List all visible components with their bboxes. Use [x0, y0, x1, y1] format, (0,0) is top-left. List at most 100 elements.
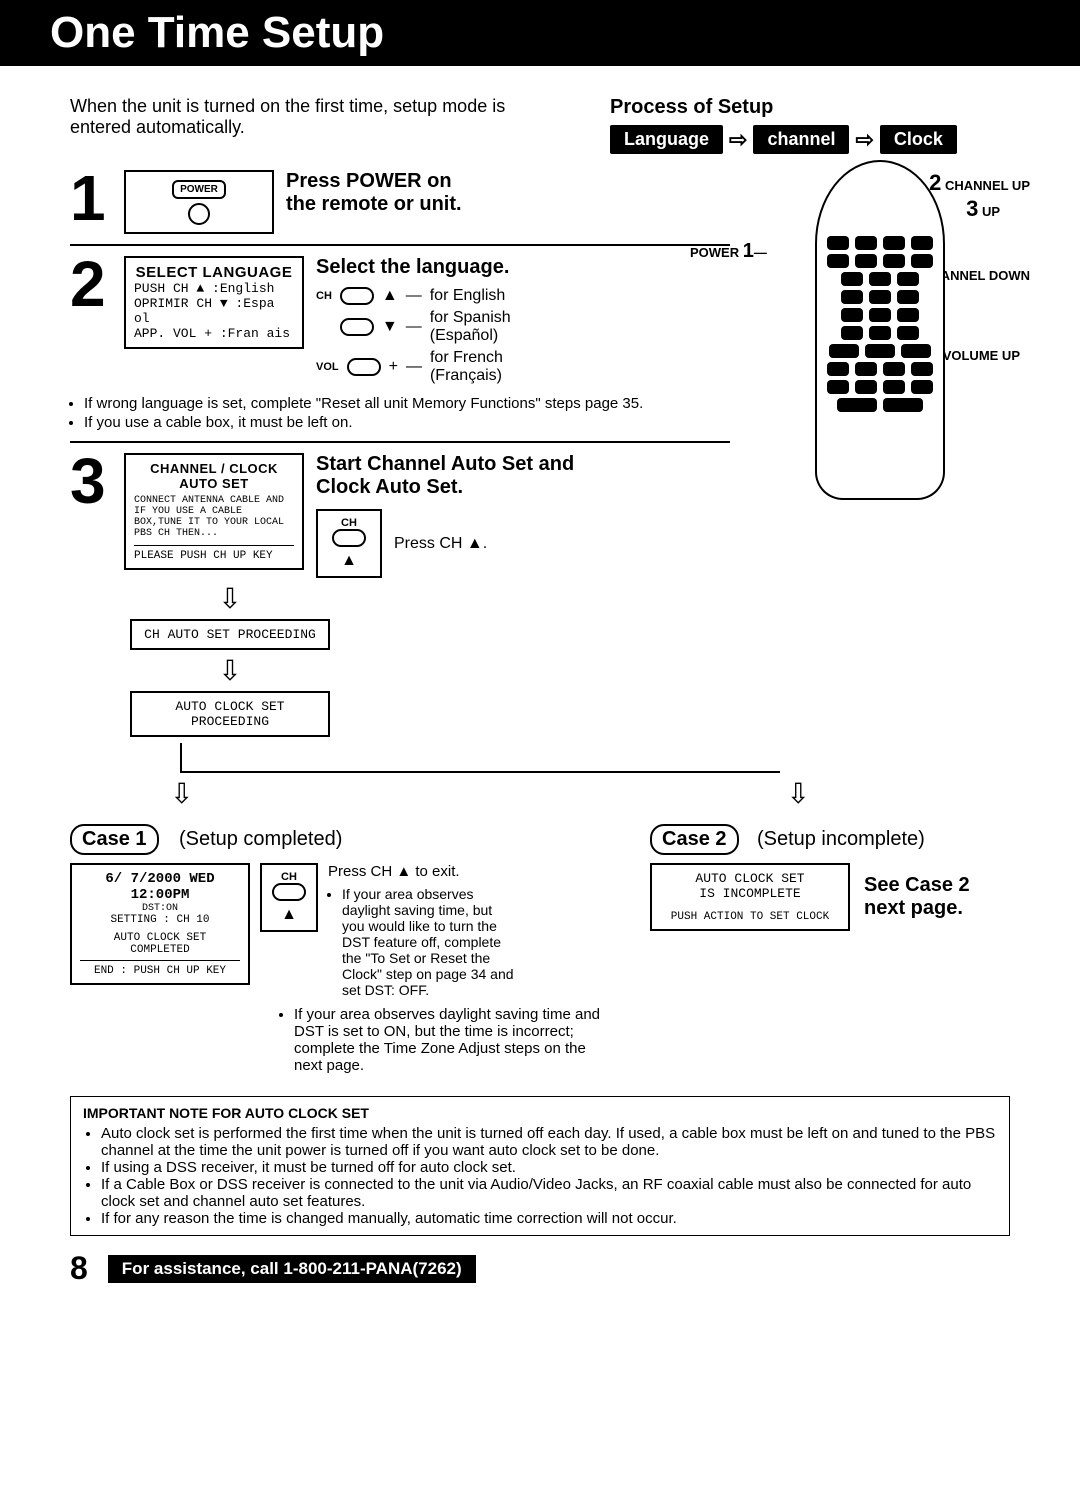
button-icon [332, 529, 366, 547]
osd-line: END : PUSH CH UP KEY [80, 960, 240, 977]
step-2-osd: SELECT LANGUAGE PUSH CH ▲ :English OPRIM… [124, 256, 304, 349]
osd-line: PUSH ACTION TO SET CLOCK [660, 911, 840, 923]
important-note: IMPORTANT NOTE FOR AUTO CLOCK SET Auto c… [70, 1096, 1010, 1236]
option-sub: (Español) [430, 327, 498, 344]
arrow-icon: ⇨ [729, 127, 747, 153]
osd-line: AUTO CLOCK SET [660, 871, 840, 886]
remote-power-num: 1 [743, 240, 754, 262]
osd-line: COMPLETED [80, 944, 240, 956]
lang-option-english: CH ▲ — for English [316, 287, 730, 305]
button-icon [347, 358, 381, 376]
ch-label: CH [332, 517, 366, 529]
osd-line: SETTING : CH 10 [80, 914, 240, 926]
option-label: for Spanish [430, 309, 511, 326]
note-item: If wrong language is set, complete "Rese… [84, 395, 730, 412]
button-icon [340, 287, 374, 305]
note-item: Auto clock set is performed the first ti… [101, 1125, 997, 1159]
plus-icon: + [389, 358, 398, 376]
down-arrow-icon: ⇩ [170, 777, 193, 810]
step-2-heading: Select the language. [316, 256, 730, 279]
osd-line: OPRIMIR CH ▼ :Espa ol [134, 296, 294, 326]
case-2-osd: AUTO CLOCK SET IS INCOMPLETE PUSH ACTION… [650, 863, 850, 931]
case-2-label: Case 2 [650, 824, 739, 855]
note-item: If using a DSS receiver, it must be turn… [101, 1159, 997, 1176]
ch-label: CH [272, 871, 306, 883]
triangle-up-icon: ▲ [382, 287, 398, 305]
ch-button-diagram: CH ▲ [260, 863, 318, 932]
osd-line: 6/ 7/2000 WED 12:00PM [80, 871, 240, 903]
step-1: 1 POWER Press POWER on the remote or uni… [70, 170, 730, 234]
down-arrow-icon: ⇩ [787, 777, 810, 810]
osd-line: AUTO CLOCK SET [140, 699, 320, 714]
down-arrow-icon: ⇩ [130, 654, 330, 687]
process-heading: Process of Setup [610, 96, 1010, 119]
proceeding-osd-1: CH AUTO SET PROCEEDING [130, 619, 330, 650]
osd-title: CHANNEL / CLOCK AUTO SET [134, 461, 294, 491]
step-1-number: 1 [70, 170, 112, 228]
case-2: Case 2 (Setup incomplete) AUTO CLOCK SET… [650, 824, 1010, 931]
osd-line: AUTO CLOCK SET [80, 932, 240, 944]
osd-body-2: PLEASE PUSH CH UP KEY [134, 545, 294, 562]
remote-up-label: UP [982, 204, 1000, 219]
note-item: If for any reason the time is changed ma… [101, 1210, 997, 1227]
option-label: for French [430, 349, 503, 366]
important-note-heading: IMPORTANT NOTE FOR AUTO CLOCK SET [83, 1105, 997, 1121]
osd-body: CONNECT ANTENNA CABLE AND IF YOU USE A C… [134, 495, 294, 539]
vol-label: VOL [316, 361, 339, 373]
option-label: for English [430, 287, 506, 305]
triangle-down-icon: ▼ [382, 318, 398, 336]
page-title: One Time Setup [0, 0, 1080, 66]
power-button-diagram: POWER [124, 170, 274, 234]
process-step-channel: channel [753, 125, 849, 154]
remote-volup-label: VOLUME UP [943, 348, 1020, 363]
step-3-heading: Start Channel Auto Set and Clock Auto Se… [316, 453, 576, 499]
step-1-text: Press POWER on the remote or unit. [286, 170, 486, 216]
osd-title: SELECT LANGUAGE [134, 264, 294, 281]
circle-icon [188, 203, 210, 225]
arrow-icon: ⇨ [855, 127, 873, 153]
step-2-number: 2 [70, 256, 112, 314]
osd-line: DST:ON [80, 903, 240, 914]
note-item: If your area observes daylight saving ti… [294, 1006, 610, 1074]
remote-up-num: 3 [966, 196, 978, 221]
case-2-see: See Case 2 next page. [864, 874, 994, 920]
step-3-number: 3 [70, 453, 112, 511]
page-number: 8 [70, 1250, 88, 1287]
step-2: 2 SELECT LANGUAGE PUSH CH ▲ :English OPR… [70, 256, 730, 389]
option-sub: (Français) [430, 367, 502, 384]
button-icon [340, 318, 374, 336]
ch-label: CH [316, 290, 332, 302]
case-1-osd: 6/ 7/2000 WED 12:00PM DST:ON SETTING : C… [70, 863, 250, 985]
down-arrow-icon: ⇩ [130, 582, 330, 615]
case-1-label: Case 1 [70, 824, 159, 855]
case-1-status: (Setup completed) [179, 828, 342, 850]
triangle-up-icon: ▲ [272, 906, 306, 924]
step-3: 3 CHANNEL / CLOCK AUTO SET CONNECT ANTEN… [70, 453, 730, 578]
assist-phone: For assistance, call 1-800-211-PANA(7262… [108, 1255, 476, 1283]
osd-line: IS INCOMPLETE [660, 886, 840, 901]
remote-chup-label: CHANNEL UP [945, 178, 1030, 193]
note-item: If your area observes daylight saving ti… [342, 886, 518, 998]
ch-button-diagram: CH ▲ [316, 509, 382, 578]
osd-line: APP. VOL + :Fran ais [134, 326, 294, 341]
power-icon: POWER [172, 180, 226, 199]
step-3-osd: CHANNEL / CLOCK AUTO SET CONNECT ANTENNA… [124, 453, 304, 570]
process-flow: Language ⇨ channel ⇨ Clock [610, 125, 1010, 154]
remote-body [815, 160, 945, 500]
remote-power-label: POWER [690, 245, 739, 260]
case-1-press: Press CH ▲ to exit. [328, 863, 518, 880]
process-step-language: Language [610, 125, 723, 154]
step-2-notes: If wrong language is set, complete "Rese… [70, 395, 730, 431]
process-step-clock: Clock [880, 125, 957, 154]
note-item: If you use a cable box, it must be left … [84, 414, 730, 431]
triangle-up-icon: ▲ [332, 552, 366, 570]
lang-option-french: VOL + — for French (Français) [316, 349, 730, 385]
page-body: When the unit is turned on the first tim… [0, 66, 1080, 1297]
osd-line: PROCEEDING [140, 714, 320, 729]
remote-diagram: POWER 1— 2 CHANNEL UP 3 UP —2 CHANNEL DO… [750, 160, 1010, 578]
lang-option-spanish: CH ▼ — for Spanish (Español) [316, 309, 730, 345]
proceeding-osd-2: AUTO CLOCK SET PROCEEDING [130, 691, 330, 737]
intro-text: When the unit is turned on the first tim… [70, 96, 570, 154]
osd-line: PUSH CH ▲ :English [134, 281, 294, 296]
case-2-status: (Setup incomplete) [757, 828, 925, 850]
